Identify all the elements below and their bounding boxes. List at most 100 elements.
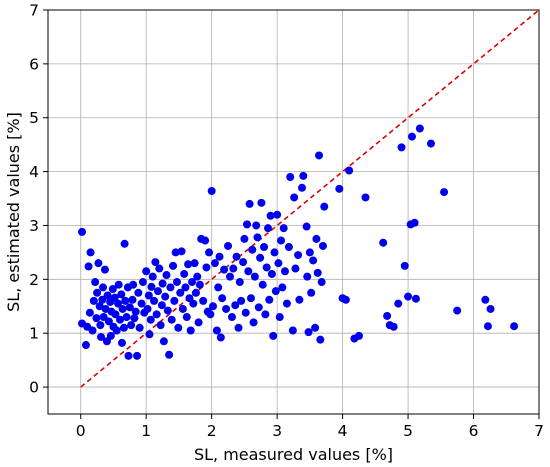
data-point	[404, 292, 413, 301]
data-point	[234, 323, 243, 332]
data-point	[131, 307, 140, 316]
data-point	[426, 139, 435, 148]
data-point	[252, 221, 261, 230]
data-point	[137, 299, 146, 308]
data-point	[89, 296, 98, 305]
data-point	[110, 293, 119, 302]
data-point	[78, 227, 87, 236]
data-point	[315, 151, 324, 160]
data-point	[320, 202, 329, 211]
data-point	[143, 304, 152, 313]
data-point	[254, 303, 263, 312]
data-point	[150, 296, 159, 305]
data-point	[244, 267, 253, 276]
data-point	[224, 241, 233, 250]
data-point	[312, 234, 321, 243]
x-tick-label: 2	[207, 422, 217, 440]
data-point	[269, 331, 278, 340]
x-tick-label: 7	[534, 422, 544, 440]
data-point	[258, 280, 267, 289]
data-point	[194, 318, 203, 327]
data-point	[93, 288, 102, 297]
data-point	[169, 261, 178, 270]
x-tick-label: 6	[469, 422, 479, 440]
data-point	[510, 322, 519, 331]
data-point	[307, 288, 316, 297]
data-point	[161, 292, 170, 301]
data-point	[235, 278, 244, 287]
y-tick-label: 2	[29, 271, 39, 289]
data-point	[410, 218, 419, 227]
data-point	[127, 321, 136, 330]
data-point	[354, 331, 363, 340]
data-point	[309, 256, 318, 265]
data-point	[407, 132, 416, 141]
data-point	[265, 295, 274, 304]
axis-ticks: 0 1 2 3 4 5 6 7 0 1 2 3 4 5 6 7	[29, 2, 544, 441]
data-point	[282, 299, 291, 308]
grid	[48, 9, 540, 414]
y-axis-label: SL, estimated values [%]	[4, 112, 23, 312]
data-point	[239, 258, 248, 267]
data-point	[486, 304, 495, 313]
data-point	[335, 184, 344, 193]
data-point	[104, 317, 113, 326]
data-point	[303, 272, 312, 281]
data-point	[212, 326, 221, 335]
data-point	[241, 308, 250, 317]
data-point	[106, 331, 115, 340]
data-point	[91, 278, 100, 287]
data-point	[170, 296, 179, 305]
data-point	[246, 294, 255, 303]
data-point	[153, 287, 162, 296]
data-point	[284, 243, 293, 252]
x-tick-label: 1	[141, 422, 151, 440]
data-point	[128, 295, 137, 304]
data-point	[290, 193, 299, 202]
data-point	[158, 279, 167, 288]
data-point	[218, 294, 227, 303]
y-tick-label: 5	[29, 109, 39, 127]
data-point	[206, 310, 215, 319]
data-point	[186, 326, 195, 335]
data-point	[207, 186, 216, 195]
data-point	[155, 264, 164, 273]
data-point	[245, 199, 254, 208]
data-point	[318, 241, 327, 250]
data-point	[122, 313, 131, 322]
data-point	[177, 247, 186, 256]
data-point	[305, 248, 314, 257]
data-point	[151, 258, 160, 267]
data-point	[180, 269, 189, 278]
data-point	[481, 295, 490, 304]
data-point	[278, 283, 287, 292]
data-point	[250, 272, 259, 281]
data-point	[172, 278, 181, 287]
data-point	[294, 251, 303, 260]
data-point	[114, 280, 123, 289]
data-point	[400, 261, 409, 270]
data-point	[229, 264, 238, 273]
data-point	[397, 143, 406, 152]
data-point	[202, 263, 211, 272]
data-point	[275, 313, 284, 322]
data-point	[156, 321, 165, 330]
data-point	[191, 288, 200, 297]
data-point	[97, 332, 106, 341]
data-point	[267, 269, 276, 278]
data-point	[118, 304, 127, 313]
data-point	[227, 313, 236, 322]
data-point	[147, 282, 156, 291]
data-point	[216, 333, 225, 342]
reference-line	[80, 9, 540, 388]
data-point	[98, 283, 107, 292]
data-points	[78, 124, 519, 360]
data-point	[389, 322, 398, 331]
data-point	[304, 328, 313, 337]
data-point	[121, 296, 130, 305]
data-point	[162, 271, 171, 280]
data-point	[189, 299, 198, 308]
data-point	[266, 211, 275, 220]
data-point	[260, 243, 269, 252]
data-point	[345, 166, 354, 175]
